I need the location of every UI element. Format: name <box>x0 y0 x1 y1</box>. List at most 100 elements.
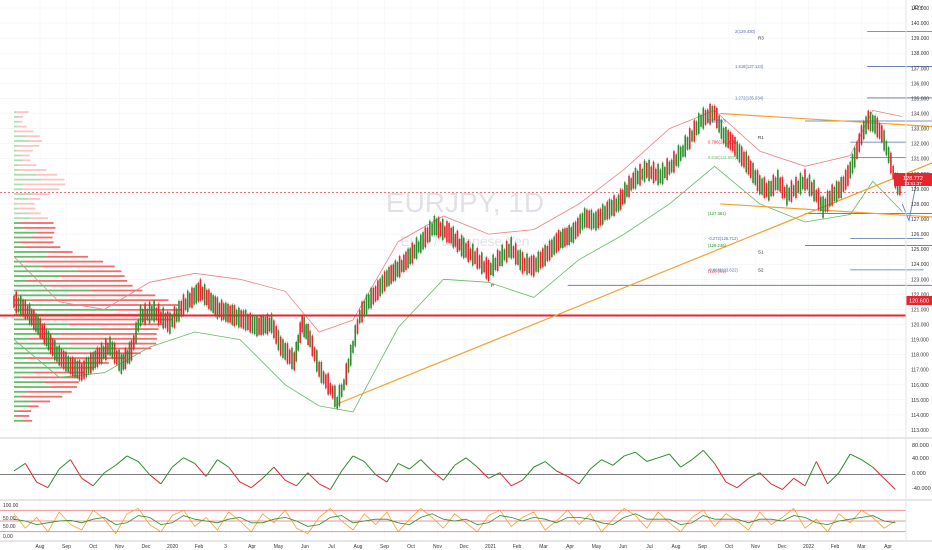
price-candle <box>284 343 286 360</box>
price-candle <box>745 151 748 173</box>
price-candle <box>334 385 336 407</box>
price-candle <box>180 300 183 317</box>
time-tick-label: Aug <box>354 544 363 550</box>
price-candle <box>400 260 403 272</box>
price-candle <box>363 300 366 317</box>
osc-segment <box>160 466 173 485</box>
price-candle <box>173 306 176 328</box>
volume-profile-bar-down <box>36 173 58 176</box>
price-candle <box>109 336 111 356</box>
volume-profile-bar-down <box>19 222 54 224</box>
price-candle <box>765 183 768 197</box>
osc-axis-top-4: -40.000 <box>912 486 931 492</box>
volume-profile-bar-up <box>14 323 69 326</box>
price-candle <box>869 112 872 131</box>
price-candle <box>840 177 842 199</box>
volume-profile-bar-down <box>18 164 37 167</box>
fib-label: -0.618(123.622) <box>708 267 738 272</box>
osc-segment <box>375 474 388 483</box>
price-candle <box>305 324 307 339</box>
pivot-label: S1 <box>758 250 764 255</box>
price-candle <box>650 166 653 179</box>
price-candle <box>471 244 474 266</box>
stoch-k-line <box>13 507 896 535</box>
osc-segment <box>431 470 444 481</box>
time-tick-label: Dec <box>778 544 787 550</box>
price-candle <box>377 280 379 301</box>
volume-profile-bar-down <box>21 154 30 157</box>
volume-profile-bar-down <box>18 120 23 123</box>
price-candle <box>597 209 600 229</box>
osc-segment <box>624 451 636 457</box>
time-tick-label: Sep <box>380 544 389 550</box>
price-tick-label: 113.000 <box>911 428 929 434</box>
price-candle <box>383 271 386 291</box>
price-candle <box>262 315 265 335</box>
price-candle <box>297 334 299 351</box>
time-tick-label: Nov <box>751 544 760 550</box>
price-candle <box>229 305 231 323</box>
price-candle <box>496 249 499 271</box>
price-candle <box>349 345 352 366</box>
fib-level-labels: 2(139.430) 1.618(137.124) 1.272(135.034) (1… <box>491 29 764 288</box>
price-candle <box>713 105 716 121</box>
price-candle <box>98 348 101 364</box>
price-candle <box>210 292 212 311</box>
price-tick-label: 128.000 <box>911 202 929 208</box>
volume-profile-bar-up <box>14 405 28 408</box>
price-candle <box>160 311 162 324</box>
price-candle <box>648 159 650 181</box>
price-candle <box>358 310 361 324</box>
price-candle <box>43 323 46 345</box>
price-candle <box>555 233 558 253</box>
price-candle <box>214 296 217 316</box>
price-candle <box>171 316 173 327</box>
price-candle <box>756 170 759 192</box>
time-axis: Aug Sep Oct Nov Dec 2020 Feb 3 Apr May Jun Jul Aug Se… <box>36 544 893 550</box>
volume-profile-bar-up <box>14 284 50 287</box>
price-candle <box>439 222 442 237</box>
price-candle <box>124 348 127 369</box>
volume-profile-bar-up <box>14 140 30 142</box>
trendlines <box>335 112 932 405</box>
price-candle <box>420 234 422 253</box>
volume-profile-bar-down <box>31 400 51 403</box>
price-candle <box>69 357 72 375</box>
osc-segment <box>533 461 546 468</box>
price-candle <box>307 323 309 346</box>
price-candle <box>238 307 240 328</box>
osc-segment <box>804 461 817 487</box>
price-candle <box>35 313 37 332</box>
osc-segment <box>872 466 885 479</box>
price-candle <box>592 213 595 229</box>
price-candle <box>570 227 573 242</box>
price-candle <box>657 163 659 186</box>
price-tick-label: 126.000 <box>911 232 929 238</box>
time-tick-label: 3 <box>224 544 227 550</box>
price-candle <box>761 178 763 195</box>
osc-segment <box>567 476 580 485</box>
pivot-label: P <box>491 283 494 288</box>
volume-profile-bar-down <box>19 144 40 147</box>
price-candle <box>405 251 407 270</box>
price-candle <box>595 211 597 231</box>
price-candle <box>13 295 15 308</box>
volume-profile-bar-up <box>14 207 19 210</box>
price-candle <box>58 345 60 366</box>
price-candle <box>725 127 727 147</box>
volume-profile-bar-up <box>14 279 26 282</box>
volume-profile-bar-down <box>77 270 122 273</box>
price-candle <box>749 160 752 178</box>
price-candle <box>617 194 620 212</box>
price-candle <box>781 176 784 199</box>
volume-profile-bar-up <box>14 193 33 195</box>
volume-profile-bar-down <box>23 183 66 186</box>
fib-label: 1.618(137.124) <box>735 64 764 69</box>
price-candle <box>303 317 305 338</box>
volume-profile-bar-up <box>14 386 51 388</box>
price-candle <box>736 141 738 160</box>
watermark-name: Euro / Japanese Yen <box>400 233 529 249</box>
price-candle <box>700 114 702 127</box>
price-candle <box>579 214 581 234</box>
price-candle <box>260 316 262 335</box>
